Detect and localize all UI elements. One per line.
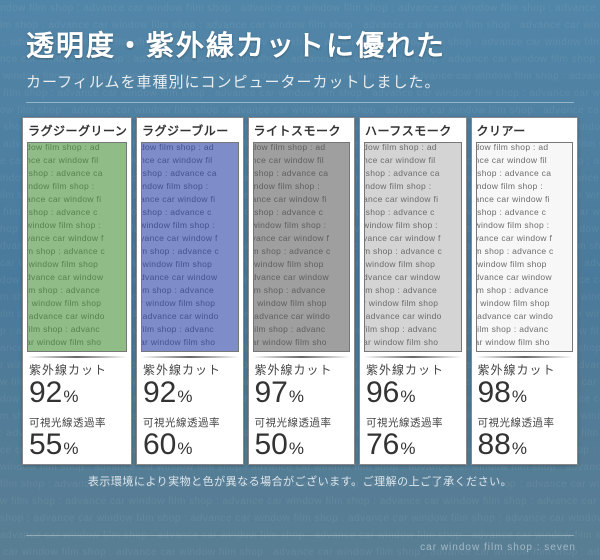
uv-cut-value: 92 [29, 376, 62, 410]
product-name: ラグジーグリーン [23, 118, 131, 142]
swatch-wrap: dow film shop : ad nce car window fil sh… [360, 142, 466, 352]
vlt-value: 50 [255, 428, 288, 462]
footer-brand-text: car window film shop : seven [420, 542, 576, 553]
uv-cut-value: 98 [478, 376, 511, 410]
product-name: ラグジーブルー [137, 118, 243, 142]
page-subtitle: カーフィルムを車種別にコンピューターカットしました。 [26, 71, 574, 103]
uv-cut-value: 96 [366, 376, 399, 410]
uv-cut-spec: 紫外線カット96% [360, 358, 466, 412]
vlt-value-row: 50% [255, 428, 349, 462]
page-title: 透明度・紫外線カットに優れた [26, 28, 574, 63]
uv-cut-spec: 紫外線カット92% [137, 358, 243, 412]
swatch-tint [254, 143, 350, 351]
swatch-tint [365, 143, 461, 351]
swatch-wrap: dow film shop : ad nce car window fil sh… [249, 142, 355, 352]
swatch-wrap: dow film shop : ad nce car window fil sh… [23, 142, 131, 352]
disclaimer-text: 表示環境により実物と色が異なる場合がございます。ご理解の上ご了承ください。 [0, 473, 600, 489]
percent-sign: % [512, 439, 527, 459]
uv-cut-value-row: 97% [255, 376, 349, 410]
vlt-value-row: 60% [143, 428, 237, 462]
product-card: ラグジーブルーdow film shop : ad nce car window… [136, 117, 244, 465]
swatch-wrap: dow film shop : ad nce car window fil sh… [472, 142, 578, 352]
percent-sign: % [289, 439, 304, 459]
vlt-value-row: 55% [29, 428, 125, 462]
uv-cut-spec: 紫外線カット98% [472, 358, 578, 412]
vlt-spec: 可視光線透過率76% [360, 412, 466, 464]
percent-sign: % [289, 387, 304, 407]
product-card: クリアーdow film shop : ad nce car window fi… [471, 117, 579, 465]
vlt-value: 76 [366, 428, 399, 462]
swatch-tint [477, 143, 573, 351]
percent-sign: % [400, 439, 415, 459]
vlt-spec: 可視光線透過率88% [472, 412, 578, 464]
product-card: ライトスモークdow film shop : ad nce car window… [248, 117, 356, 465]
product-cards-row: ラグジーグリーンdow film shop : ad nce car windo… [0, 103, 600, 465]
uv-cut-value: 92 [143, 376, 176, 410]
vlt-spec: 可視光線透過率55% [23, 412, 131, 464]
vlt-value: 88 [478, 428, 511, 462]
percent-sign: % [63, 439, 78, 459]
product-card: ハーフスモークdow film shop : ad nce car window… [359, 117, 467, 465]
product-name: ハーフスモーク [360, 118, 466, 142]
product-card: ラグジーグリーンdow film shop : ad nce car windo… [22, 117, 132, 465]
vlt-value: 55 [29, 428, 62, 462]
swatch-tint [28, 143, 126, 351]
product-name: ライトスモーク [249, 118, 355, 142]
color-swatch: dow film shop : ad nce car window fil sh… [364, 142, 462, 352]
percent-sign: % [512, 387, 527, 407]
uv-cut-value-row: 98% [478, 376, 572, 410]
color-swatch: dow film shop : ad nce car window fil sh… [141, 142, 239, 352]
percent-sign: % [177, 439, 192, 459]
percent-sign: % [63, 387, 78, 407]
product-name: クリアー [472, 118, 578, 142]
color-swatch: dow film shop : ad nce car window fil sh… [253, 142, 351, 352]
uv-cut-value: 97 [255, 376, 288, 410]
vlt-value-row: 76% [366, 428, 460, 462]
uv-cut-spec: 紫外線カット92% [23, 358, 131, 412]
uv-cut-value-row: 96% [366, 376, 460, 410]
percent-sign: % [177, 387, 192, 407]
percent-sign: % [400, 387, 415, 407]
uv-cut-spec: 紫外線カット97% [249, 358, 355, 412]
color-swatch: dow film shop : ad nce car window fil sh… [476, 142, 574, 352]
color-swatch: dow film shop : ad nce car window fil sh… [27, 142, 127, 352]
footer-rule [26, 535, 574, 536]
vlt-value: 60 [143, 428, 176, 462]
swatch-wrap: dow film shop : ad nce car window fil sh… [137, 142, 243, 352]
vlt-spec: 可視光線透過率60% [137, 412, 243, 464]
header: 透明度・紫外線カットに優れた カーフィルムを車種別にコンピューターカットしました… [0, 0, 600, 103]
vlt-value-row: 88% [478, 428, 572, 462]
page: ndow film shop : advance car window film… [0, 0, 600, 560]
vlt-spec: 可視光線透過率50% [249, 412, 355, 464]
swatch-tint [142, 143, 238, 351]
uv-cut-value-row: 92% [29, 376, 125, 410]
uv-cut-value-row: 92% [143, 376, 237, 410]
